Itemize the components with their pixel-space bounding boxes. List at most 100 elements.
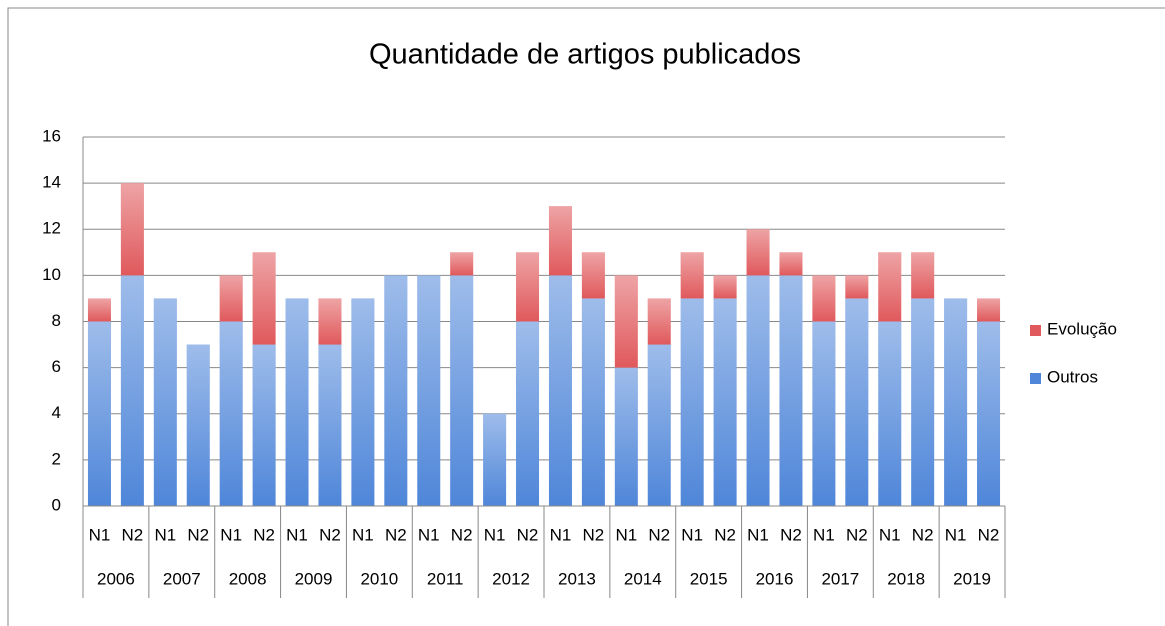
x-tick-label: N2 [978,525,1000,544]
bar-sheen [977,321,1001,506]
bar-sheen [450,252,474,276]
bar-sheen [911,298,935,506]
bar-sheen [647,298,671,345]
bar-sheen [581,298,605,506]
bar-sheen [548,275,572,506]
x-tick-label: N2 [648,525,670,544]
x-tick-label: N2 [319,525,341,544]
bar-sheen [680,298,704,506]
bar-sheen [944,298,968,506]
y-tick-label: 12 [42,219,61,238]
bar-sheen [614,367,638,506]
bar-sheen [878,321,902,506]
y-tick-label: 16 [42,126,61,145]
y-tick-label: 8 [52,311,61,330]
x-group-label: 2016 [756,569,794,588]
y-tick-label: 10 [42,265,61,284]
x-group-label: 2006 [97,569,135,588]
x-tick-label: N2 [846,525,868,544]
bar-sheen [516,321,540,506]
x-group-label: 2007 [163,569,201,588]
x-tick-label: N1 [681,525,703,544]
bar-sheen [252,344,276,506]
bar-sheen [318,344,342,506]
y-tick-label: 4 [52,403,61,422]
legend-swatch [1030,325,1041,336]
bar-sheen [977,298,1001,322]
bar-sheen [219,275,243,322]
y-tick-label: 14 [42,173,61,192]
bar-sheen [285,298,309,506]
bar-sheen [483,413,507,506]
x-group-label: 2013 [558,569,596,588]
x-group-label: 2019 [953,569,991,588]
bar-sheen [516,252,540,322]
bar-sheen [252,252,276,345]
bar-sheen [450,275,474,506]
legend-swatch [1030,373,1041,384]
x-tick-label: N2 [714,525,736,544]
bar-sheen [120,183,144,276]
x-tick-label: N2 [780,525,802,544]
bar-sheen [713,298,737,506]
bar-sheen [746,275,770,506]
x-group-label: 2014 [624,569,662,588]
x-tick-label: N1 [352,525,374,544]
bar-sheen [845,275,869,299]
x-tick-label: N2 [583,525,605,544]
x-group-label: 2017 [821,569,859,588]
x-tick-label: N2 [517,525,539,544]
y-tick-label: 2 [52,449,61,468]
x-tick-label: N1 [945,525,967,544]
bar-sheen [878,252,902,322]
bar-sheen [911,252,935,299]
bar-sheen [87,321,111,506]
bar-sheen [384,275,408,506]
bar-sheen [120,275,144,506]
x-tick-label: N2 [912,525,934,544]
legend-label: Evolução [1047,319,1117,338]
x-tick-label: N1 [484,525,506,544]
bar-sheen [153,298,177,506]
bar-sheen [779,275,803,506]
bar-sheen [713,275,737,299]
x-group-label: 2009 [295,569,333,588]
bar-sheen [318,298,342,345]
bar-sheen [680,252,704,299]
chart-title: Quantidade de artigos publicados [369,39,801,71]
x-tick-label: N2 [187,525,209,544]
x-group-label: 2011 [427,569,464,588]
y-tick-label: 6 [52,357,61,376]
bar-sheen [845,298,869,506]
x-group-label: 2012 [492,569,530,588]
x-tick-label: N1 [550,525,572,544]
x-tick-label: N1 [813,525,835,544]
legend-label: Outros [1047,367,1098,386]
bar-sheen [812,275,836,322]
x-tick-label: N1 [747,525,769,544]
bar-sheen [779,252,803,276]
bar-sheen [746,229,770,276]
bar-sheen [87,298,111,322]
bar-sheen [351,298,375,506]
x-group-label: 2008 [229,569,267,588]
bar-sheen [417,275,441,506]
x-group-label: 2018 [887,569,925,588]
chart-frame [7,7,1165,626]
x-tick-label: N2 [122,525,144,544]
bar-sheen [812,321,836,506]
x-tick-label: N1 [418,525,440,544]
x-group-label: 2015 [690,569,728,588]
x-tick-label: N1 [879,525,901,544]
x-tick-label: N2 [253,525,275,544]
x-tick-label: N2 [385,525,407,544]
bar-sheen [548,206,572,276]
x-tick-label: N1 [615,525,637,544]
x-tick-label: N1 [220,525,242,544]
bar-sheen [614,275,638,368]
bar-sheen [219,321,243,506]
bar-sheen [186,344,210,506]
bar-sheen [581,252,605,299]
x-tick-label: N1 [286,525,308,544]
